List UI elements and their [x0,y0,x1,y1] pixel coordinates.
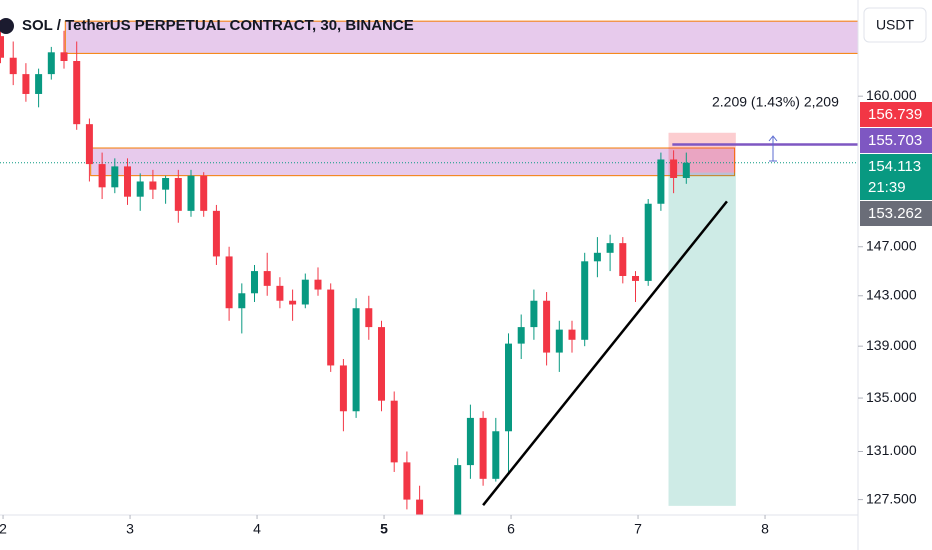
trendline [482,200,728,506]
candle-body [339,365,347,412]
candle-body [581,261,589,340]
y-tick-label: 139.000 [866,337,917,353]
candle-body [555,329,563,353]
candle-body [492,431,500,479]
candle-body [301,279,309,305]
y-tick-label: 143.000 [866,286,917,302]
x-tick-label: 8 [761,521,769,537]
candle-body [568,329,576,340]
candle-body [187,175,195,211]
candle-body [352,308,360,412]
zone [64,20,858,54]
candle-body [98,164,106,188]
candle-body [543,300,551,353]
logo [0,18,14,34]
candle-body [9,57,17,75]
candle-body [682,162,690,178]
candle-body [403,462,411,500]
price-labels: 156.739 155.703 154.113 21:39 153.262 [860,102,932,226]
candle-body [47,52,55,75]
candle-body [657,159,665,204]
measure-label: 2.209 (1.43%) 2,209 [712,94,839,110]
candle-body [200,175,208,211]
x-tick-label: 4 [253,521,261,537]
candle-body [670,159,678,178]
y-tick-label: 147.000 [866,237,917,253]
candle-body [378,327,386,401]
candle-body [517,327,525,344]
zone [90,147,736,177]
currency-button[interactable] [863,7,927,43]
candle-body [505,343,513,432]
candle-body [225,256,233,309]
stop-label-bg [860,102,932,127]
candle-body [60,52,68,61]
y-tick-label: 131.000 [866,442,917,458]
candle-body [251,271,259,294]
y-tick-label: 160.000 [866,87,917,103]
candle-body [327,289,335,366]
candle-body [314,279,322,290]
candle-body [111,166,119,188]
candle-body [124,166,132,197]
candle-body [530,300,538,328]
candle-body [136,181,144,197]
candle-body [35,74,43,94]
entry-label: 153.262 [868,205,922,222]
candle-body [466,417,474,466]
candle-body [606,243,614,253]
candle-body [238,293,246,309]
candle-body [174,177,182,211]
last-price: 154.113 [868,158,921,175]
hline-label: 155.703 [868,132,922,149]
candle-body [149,181,157,190]
candle-body [644,203,652,281]
currency[interactable]: USDT [876,17,915,33]
candle-body [0,36,5,58]
candle-body [263,271,271,286]
stop-label: 156.739 [868,106,922,123]
hline-label-bg [860,128,932,153]
candle-body [390,400,398,463]
stop-area [668,132,736,173]
candle-body [454,465,462,515]
candle-body [365,308,373,328]
x-tick-label: 3 [126,521,134,537]
candle-body [73,60,81,125]
candle-body [289,300,297,305]
candle-body [619,243,627,276]
entry-label-bg [860,201,932,226]
target-area [668,172,736,506]
x-tick-label: 5 [380,521,388,537]
candle-body [276,285,284,301]
x-tick-label: 6 [507,521,515,537]
candle-body [162,177,170,190]
y-tick-label: 127.500 [866,490,917,506]
plot [0,20,858,515]
last-price-bg [860,154,932,200]
candle-body [416,499,424,515]
y-tick-label: 135.000 [866,389,917,405]
measure-arrow [768,135,778,162]
x-tick-label: 2 [0,521,7,537]
chart-title: SOL / TetherUS PERPETUAL CONTRACT, 30, B… [22,17,414,34]
candle-body [593,252,601,262]
x-tick-label: 7 [634,521,642,537]
candle-body [85,124,93,165]
countdown: 21:39 [868,179,906,196]
axes: 160.000 147.000 143.000 139.000 135.000 131.0… [0,87,917,537]
candle-body [212,210,220,257]
candle-body [479,417,487,479]
candle-body [631,275,639,281]
candle-body [22,74,30,94]
